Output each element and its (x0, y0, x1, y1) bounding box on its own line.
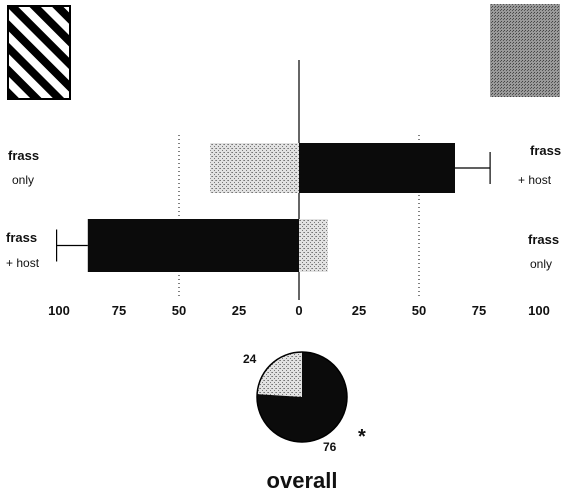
tick-left-0: 0 (295, 303, 302, 318)
tick-right-100: 100 (528, 303, 550, 318)
error-bar-row2-left (55, 229, 88, 262)
pie-title-overall: overall (267, 468, 338, 492)
bar-row1-left (210, 143, 299, 193)
pie-label-76: 76 (323, 440, 337, 454)
row2-left-label: frass (6, 230, 37, 245)
row1-left-label: frass (8, 148, 39, 163)
row2-left-sublabel: + host (6, 256, 40, 270)
pie-label-24: 24 (243, 352, 257, 366)
row1-right-sublabel: + host (518, 173, 552, 187)
error-bar-row1-right (455, 152, 491, 184)
row2-right-sublabel: only (530, 257, 552, 271)
tick-left-75: 75 (112, 303, 126, 318)
significance-star: * (358, 426, 366, 448)
tick-right-75: 75 (472, 303, 486, 318)
overall-pie (256, 351, 348, 443)
tick-right-50: 50 (412, 303, 426, 318)
tick-left-100: 100 (48, 303, 70, 318)
row2-right-label: frass (528, 232, 559, 247)
bar-row1-right (299, 143, 455, 193)
tick-right-25: 25 (352, 303, 366, 318)
legend-hatched-swatch (7, 5, 71, 100)
row1-right-label: frass (530, 143, 561, 158)
legend-dark-swatch (490, 4, 560, 97)
bar-row2-right (299, 219, 328, 272)
row1-left-sublabel: only (12, 173, 34, 187)
tick-left-50: 50 (172, 303, 186, 318)
pie-slice-24 (257, 352, 302, 397)
tick-left-25: 25 (232, 303, 246, 318)
bar-row2-left (87, 219, 299, 272)
